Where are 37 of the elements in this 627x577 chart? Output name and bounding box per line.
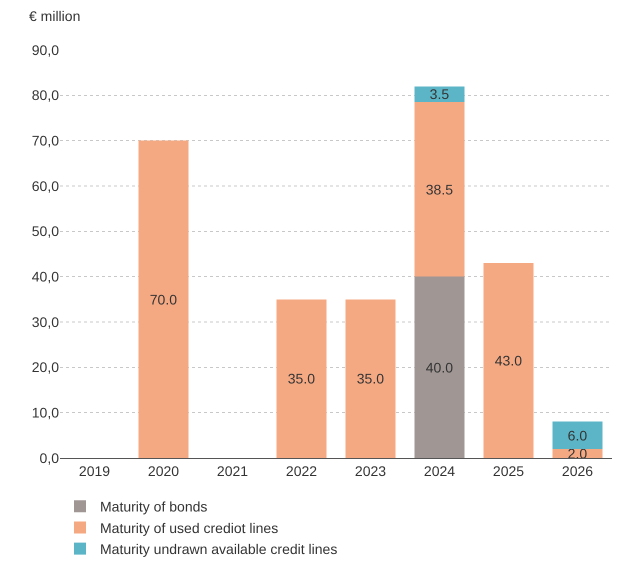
bar bbox=[484, 263, 534, 458]
y-tick-label: 60,0 bbox=[32, 178, 60, 194]
y-tick-label: 70,0 bbox=[32, 132, 60, 149]
bar bbox=[552, 422, 602, 449]
data-label: 35.0 bbox=[288, 370, 316, 387]
bar bbox=[276, 299, 326, 458]
x-tick-label: 2019 bbox=[78, 462, 110, 479]
bar bbox=[346, 299, 396, 458]
legend-label: Maturity of used crediot lines bbox=[100, 520, 278, 536]
y-tick-label: 20,0 bbox=[32, 359, 60, 376]
y-tick-label: 10,0 bbox=[32, 404, 60, 421]
data-label: 3.5 bbox=[430, 86, 450, 102]
y-tick-label: 0,0 bbox=[40, 450, 60, 466]
data-label: 38.5 bbox=[426, 181, 454, 198]
y-tick-label: 90,0 bbox=[32, 42, 60, 58]
x-tick-label: 2020 bbox=[148, 462, 180, 479]
y-tick-label: 30,0 bbox=[32, 314, 60, 330]
x-tick-label: 2026 bbox=[562, 462, 594, 479]
bar bbox=[414, 276, 464, 458]
y-tick-label: 40,0 bbox=[32, 268, 60, 285]
x-tick-label: 2023 bbox=[354, 462, 386, 479]
legend-label: Maturity of bonds bbox=[100, 498, 208, 515]
data-label: 35.0 bbox=[356, 370, 384, 387]
bar bbox=[138, 140, 188, 458]
data-label: 43.0 bbox=[494, 352, 522, 369]
y-axis-title: € million bbox=[29, 8, 80, 24]
x-tick-label: 2021 bbox=[216, 462, 248, 479]
data-label: 40.0 bbox=[426, 359, 454, 376]
y-tick-label: 50,0 bbox=[32, 223, 60, 240]
legend-label: Maturity undrawn available credit lines bbox=[100, 541, 338, 558]
bar bbox=[414, 102, 464, 277]
x-tick-label: 2022 bbox=[286, 462, 318, 479]
x-tick-label: 2024 bbox=[424, 462, 456, 479]
y-tick-label: 80,0 bbox=[32, 87, 60, 104]
x-tick-label: 2025 bbox=[492, 462, 524, 479]
data-label: 6.0 bbox=[568, 427, 588, 444]
data-label: 70.0 bbox=[150, 291, 178, 308]
